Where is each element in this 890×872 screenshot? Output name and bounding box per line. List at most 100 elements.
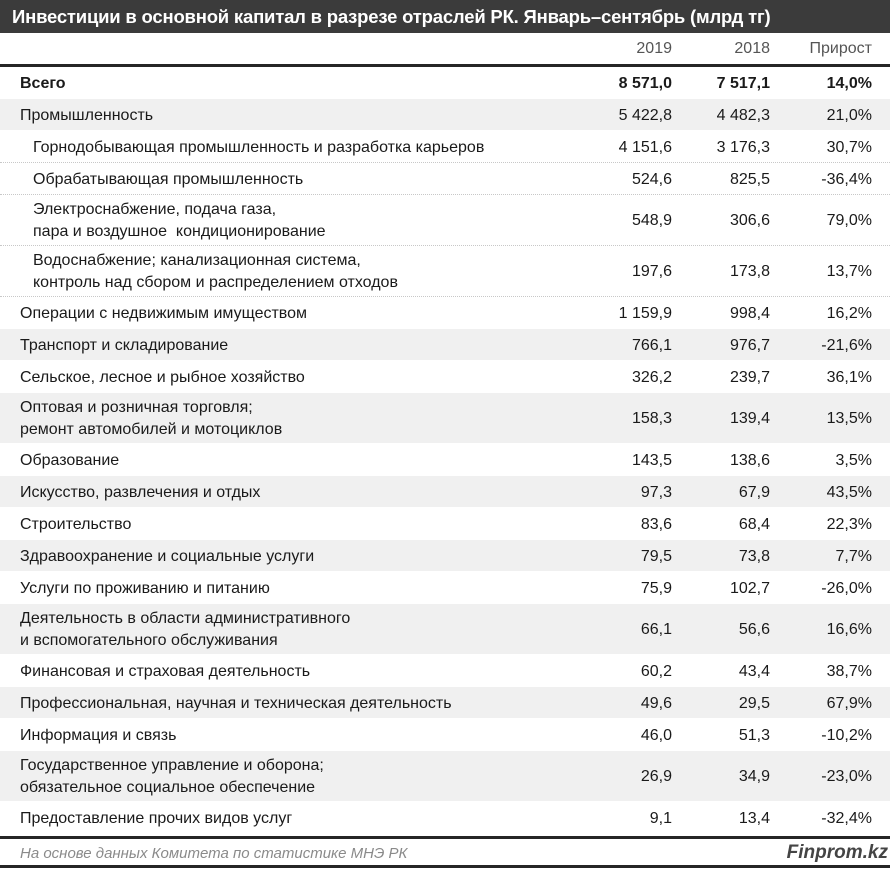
value-2019: 9,1 xyxy=(649,810,672,827)
value-2018: 825,5 xyxy=(729,171,770,188)
growth-value: 79,0% xyxy=(826,212,872,229)
value-2019: 75,9 xyxy=(640,580,672,597)
value-2019: 143,5 xyxy=(631,452,672,469)
value-2018: 138,6 xyxy=(729,452,770,469)
table-body: Всего 8 571,0 7 517,1 14,0% Промышленность 5 … xyxy=(0,67,890,834)
growth-value: -36,4% xyxy=(821,171,872,188)
table-row: Транспорт и складирование 766,1 976,7 -21,6… xyxy=(0,329,890,361)
growth-value: 43,5% xyxy=(826,484,872,501)
value-2018: 102,7 xyxy=(729,580,770,597)
table-row: Образование 143,5 138,6 3,5% xyxy=(0,444,890,476)
value-2018: 7 517,1 xyxy=(716,75,770,92)
value-2018: 3 176,3 xyxy=(716,139,770,156)
value-2019: 66,1 xyxy=(640,621,672,638)
table-row: Профессиональная, научная и техническая … xyxy=(0,687,890,719)
table-row: Предоставление прочих видов услуг 9,1 13,4… xyxy=(0,802,890,834)
value-2018: 73,8 xyxy=(738,548,770,565)
value-2018: 239,7 xyxy=(729,369,770,386)
value-2019: 46,0 xyxy=(640,727,672,744)
row-label: Горнодобывающая промышленность и разрабо… xyxy=(33,139,485,156)
growth-value: 3,5% xyxy=(835,452,872,469)
table-footer: На основе данных Комитета по статистике … xyxy=(0,836,890,868)
column-header-growth: Прирост xyxy=(809,40,872,57)
row-label: Профессиональная, научная и техническая … xyxy=(20,695,452,712)
value-2019: 158,3 xyxy=(631,410,672,427)
row-label: Информация и связь xyxy=(20,727,177,744)
value-2018: 56,6 xyxy=(738,621,770,638)
growth-value: 13,5% xyxy=(826,410,872,427)
table-row: Сельское, лесное и рыбное хозяйство 326,2… xyxy=(0,361,890,393)
growth-value: 21,0% xyxy=(826,107,872,124)
table-row: Государственное управление и оборона; об… xyxy=(0,751,890,802)
row-label: Финансовая и страховая деятельность xyxy=(20,663,311,680)
row-label: Электроснабжение, подача газа, пара и во… xyxy=(33,201,326,240)
row-label: Всего xyxy=(20,75,66,92)
row-label: Искусство, развлечения и отдых xyxy=(20,484,261,501)
row-label: Водоснабжение; канализационная система, … xyxy=(33,252,398,291)
growth-value: 14,0% xyxy=(826,75,872,92)
value-2019: 26,9 xyxy=(640,768,672,785)
growth-value: 67,9% xyxy=(826,695,872,712)
table-subrow: Горнодобывающая промышленность и разрабо… xyxy=(0,131,890,163)
row-label: Транспорт и складирование xyxy=(20,337,229,354)
value-2018: 306,6 xyxy=(729,212,770,229)
table-row: Строительство 83,6 68,4 22,3% xyxy=(0,508,890,540)
growth-value: -10,2% xyxy=(821,727,872,744)
growth-value: -26,0% xyxy=(821,580,872,597)
column-header-2019: 2019 xyxy=(636,40,672,57)
growth-value: 22,3% xyxy=(826,516,872,533)
value-2019: 79,5 xyxy=(640,548,672,565)
table-header: 2019 2018 Прирост xyxy=(0,33,890,67)
growth-value: 38,7% xyxy=(826,663,872,680)
table-subrow: Электроснабжение, подача газа, пара и во… xyxy=(0,195,890,246)
value-2018: 998,4 xyxy=(729,305,770,322)
value-2018: 51,3 xyxy=(738,727,770,744)
value-2019: 97,3 xyxy=(640,484,672,501)
row-label: Услуги по проживанию и питанию xyxy=(20,580,270,597)
table-row: Здравоохранение и социальные услуги 79,5 7… xyxy=(0,540,890,572)
row-label: Сельское, лесное и рыбное хозяйство xyxy=(20,369,305,386)
value-2018: 139,4 xyxy=(729,410,770,427)
table-row: Финансовая и страховая деятельность 60,2 4… xyxy=(0,655,890,687)
value-2019: 5 422,8 xyxy=(618,107,672,124)
table-row: Оптовая и розничная торговля; ремонт авт… xyxy=(0,393,890,444)
row-label: Здравоохранение и социальные услуги xyxy=(20,548,315,565)
value-2019: 83,6 xyxy=(640,516,672,533)
growth-value: -32,4% xyxy=(821,810,872,827)
growth-value: 36,1% xyxy=(826,369,872,386)
table-row: Искусство, развлечения и отдых 97,3 67,9 43… xyxy=(0,476,890,508)
row-label: Деятельность в области административного… xyxy=(20,610,351,649)
row-label: Промышленность xyxy=(20,107,154,124)
table-subrow: Обрабатывающая промышленность 524,6 825,5 -… xyxy=(0,163,890,195)
row-label: Операции с недвижимым имуществом xyxy=(20,305,308,322)
value-2019: 49,6 xyxy=(640,695,672,712)
value-2019: 548,9 xyxy=(631,212,672,229)
growth-value: 13,7% xyxy=(826,263,872,280)
value-2019: 1 159,9 xyxy=(618,305,672,322)
row-label: Строительство xyxy=(20,516,132,533)
table-row: Услуги по проживанию и питанию 75,9 102,7 -… xyxy=(0,572,890,604)
table-row: Информация и связь 46,0 51,3 -10,2% xyxy=(0,719,890,751)
value-2019: 197,6 xyxy=(631,263,672,280)
table-row: Промышленность 5 422,8 4 482,3 21,0% xyxy=(0,99,890,131)
source-note: На основе данных Комитета по статистике … xyxy=(20,845,408,862)
row-label: Государственное управление и оборона; об… xyxy=(20,757,324,796)
growth-value: -21,6% xyxy=(821,337,872,354)
value-2018: 43,4 xyxy=(738,663,770,680)
brand-logo: Finprom.kz xyxy=(786,842,888,863)
value-2019: 8 571,0 xyxy=(618,75,672,92)
value-2019: 326,2 xyxy=(631,369,672,386)
growth-value: 7,7% xyxy=(835,548,872,565)
growth-value: 16,2% xyxy=(826,305,872,322)
value-2019: 766,1 xyxy=(631,337,672,354)
value-2018: 68,4 xyxy=(738,516,770,533)
growth-value: -23,0% xyxy=(821,768,872,785)
table-row: Всего 8 571,0 7 517,1 14,0% xyxy=(0,67,890,99)
row-label: Обрабатывающая промышленность xyxy=(33,171,304,188)
value-2018: 13,4 xyxy=(738,810,770,827)
value-2018: 29,5 xyxy=(738,695,770,712)
value-2019: 524,6 xyxy=(631,171,672,188)
row-label: Предоставление прочих видов услуг xyxy=(20,810,293,827)
table-title: Инвестиции в основной капитал в разрезе … xyxy=(0,0,890,33)
value-2018: 976,7 xyxy=(729,337,770,354)
